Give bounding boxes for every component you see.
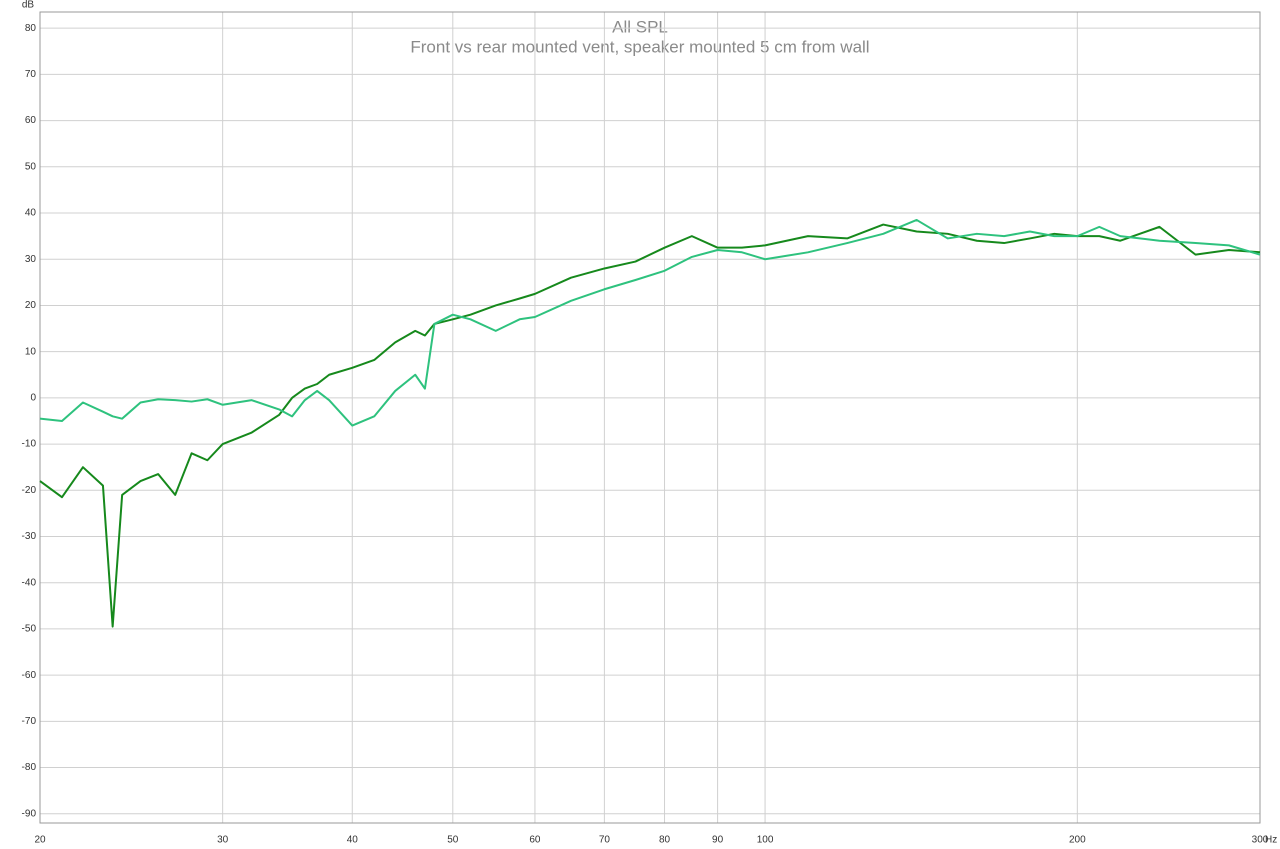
y-tick-label: -10 bbox=[22, 439, 37, 450]
y-tick-label: 20 bbox=[25, 300, 37, 311]
x-tick-label: 40 bbox=[347, 835, 359, 846]
y-tick-label: -60 bbox=[22, 670, 37, 681]
y-tick-label: -90 bbox=[22, 808, 37, 819]
x-tick-label: 50 bbox=[447, 835, 459, 846]
x-tick-label: 200 bbox=[1069, 835, 1086, 846]
y-tick-label: -20 bbox=[22, 485, 37, 496]
x-tick-label: 90 bbox=[712, 835, 724, 846]
y-tick-label: 70 bbox=[25, 69, 37, 80]
y-tick-label: -40 bbox=[22, 577, 37, 588]
x-axis-label: Hz bbox=[1265, 835, 1277, 846]
y-axis-label: dB bbox=[22, 0, 35, 11]
y-tick-label: 60 bbox=[25, 115, 37, 126]
y-tick-label: 80 bbox=[25, 23, 37, 34]
y-tick-label: 40 bbox=[25, 208, 37, 219]
x-tick-label: 30 bbox=[217, 835, 229, 846]
y-tick-label: -50 bbox=[22, 624, 37, 635]
x-tick-label: 80 bbox=[659, 835, 671, 846]
x-tick-label: 300 bbox=[1252, 835, 1269, 846]
y-tick-label: 10 bbox=[25, 346, 37, 357]
x-tick-label: 20 bbox=[34, 835, 46, 846]
series-line bbox=[39, 218, 1261, 427]
chart-subtitle: Front vs rear mounted vent, speaker moun… bbox=[410, 37, 869, 56]
plot-area bbox=[39, 11, 1261, 824]
y-tick-label: -70 bbox=[22, 716, 37, 727]
series-line bbox=[39, 223, 1261, 628]
x-tick-label: 60 bbox=[529, 835, 541, 846]
y-tick-label: -80 bbox=[22, 762, 37, 773]
y-tick-label: -30 bbox=[22, 531, 37, 542]
x-tick-label: 100 bbox=[757, 835, 774, 846]
y-tick-label: 30 bbox=[25, 254, 37, 265]
chart-title: All SPL bbox=[612, 17, 668, 36]
y-tick-label: 50 bbox=[25, 161, 37, 172]
plot-border bbox=[39, 11, 1261, 824]
x-tick-label: 70 bbox=[599, 835, 611, 846]
y-tick-label: 0 bbox=[30, 393, 36, 404]
